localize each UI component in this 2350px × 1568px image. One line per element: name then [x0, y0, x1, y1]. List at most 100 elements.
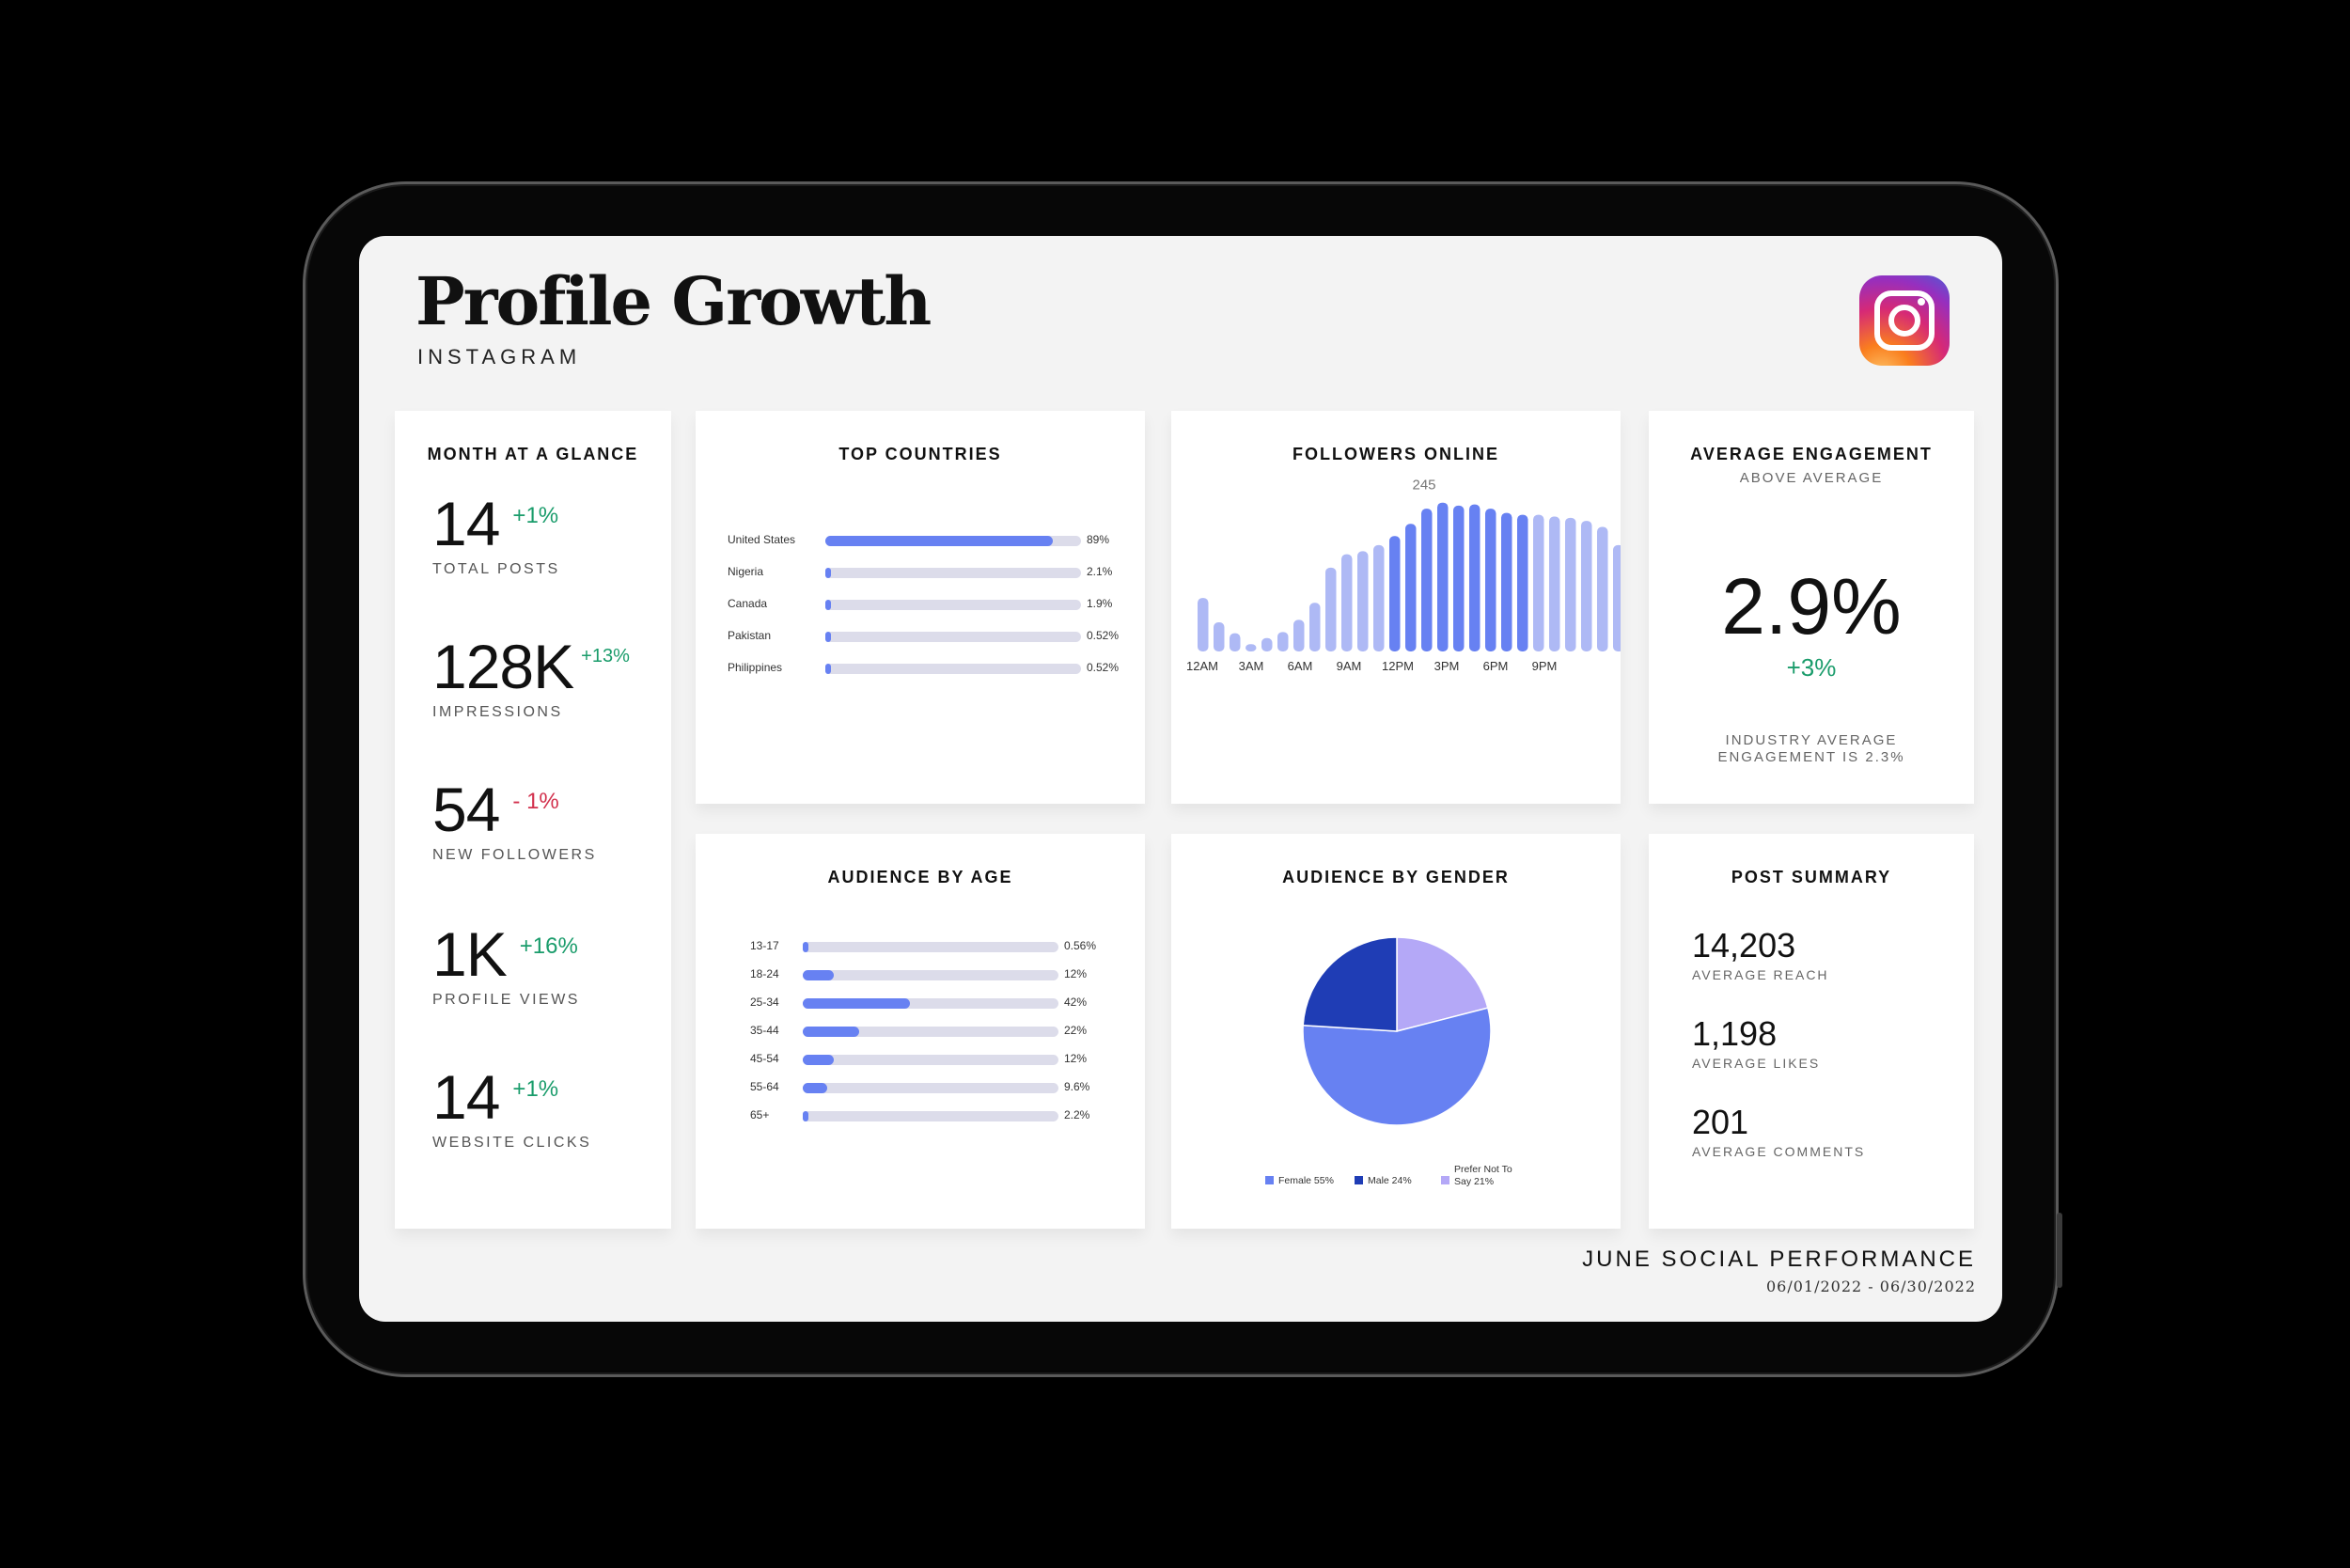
- followers-bar: [1597, 526, 1608, 651]
- legend-swatch: [1355, 1176, 1363, 1184]
- card-subtitle: ABOVE AVERAGE: [1739, 470, 1884, 486]
- bar-track: [803, 998, 1058, 1009]
- bar-percent: 89%: [1087, 533, 1110, 546]
- legend-label: Say 21%: [1454, 1176, 1494, 1187]
- metric-website-clicks: 14 +1% WEBSITE CLICKS: [432, 1061, 591, 1152]
- legend-swatch: [1441, 1176, 1449, 1184]
- dashboard-screen: Profile Growth INSTAGRAM MONTH AT A GLAN…: [359, 236, 2002, 1322]
- followers-bar: [1549, 516, 1560, 651]
- bar-fill: [825, 632, 831, 642]
- bar-percent: 0.52%: [1087, 629, 1120, 642]
- bar-track: [825, 568, 1081, 578]
- followers-bar: [1261, 637, 1273, 651]
- x-tick-label: 3AM: [1239, 659, 1264, 673]
- summary-average-likes: 1,198 AVERAGE LIKES: [1692, 1014, 1820, 1071]
- bar-track: [803, 1083, 1058, 1093]
- pie-slice: [1302, 936, 1398, 1032]
- footer-date-range: 06/01/2022 - 06/30/2022: [1765, 1278, 1976, 1295]
- bar-row: 65+ 2.2%: [696, 1108, 1145, 1123]
- bar-label: 13-17: [750, 939, 779, 952]
- bar-row: United States 89%: [696, 533, 1145, 548]
- followers-bar: [1469, 504, 1480, 651]
- tablet-side-button: [2057, 1213, 2062, 1288]
- metric-value: 14: [432, 1062, 500, 1132]
- metric-total-posts: 14 +1% TOTAL POSTS: [432, 488, 560, 578]
- bar-percent: 42%: [1064, 996, 1088, 1009]
- bar-track: [803, 970, 1058, 980]
- x-tick-label: 12AM: [1186, 659, 1218, 673]
- pie-slice: [1302, 1007, 1492, 1126]
- bar-percent: 1.9%: [1087, 597, 1113, 610]
- bar-label: Canada: [728, 597, 768, 610]
- bar-percent: 12%: [1064, 1052, 1088, 1065]
- followers-bar: [1325, 567, 1337, 651]
- bar-percent: 22%: [1064, 1024, 1088, 1037]
- industry-note-line2: ENGAGEMENT IS 2.3%: [1717, 749, 1905, 765]
- bar-row: 25-34 42%: [696, 996, 1145, 1011]
- bar-track: [803, 1055, 1058, 1065]
- card-audience-by-age: AUDIENCE BY AGE 13-17 0.56% 18-24 12% 25-34 4…: [696, 834, 1145, 1229]
- engagement-value: 2.9%: [1721, 562, 1902, 651]
- bar-label: 65+: [750, 1108, 770, 1121]
- summary-value: 1,198: [1692, 1014, 1778, 1053]
- followers-bar: [1277, 632, 1289, 651]
- metric-label: NEW FOLLOWERS: [432, 847, 597, 863]
- bar-label: 18-24: [750, 967, 779, 980]
- card-followers-online: FOLLOWERS ONLINE 245 12AM 3AM 6AM 9AM 12PM 3PM…: [1171, 411, 1621, 804]
- bar-fill: [825, 664, 831, 674]
- summary-average-comments: 201 AVERAGE COMMENTS: [1692, 1103, 1865, 1159]
- followers-bar: [1230, 633, 1241, 651]
- bar-row: 18-24 12%: [696, 967, 1145, 982]
- bar-row: 55-64 9.6%: [696, 1080, 1145, 1095]
- card-title: FOLLOWERS ONLINE: [1292, 445, 1499, 463]
- metric-change: +16%: [519, 933, 578, 959]
- page-subtitle: INSTAGRAM: [417, 345, 582, 368]
- followers-bar: [1309, 603, 1321, 651]
- bar-fill: [803, 970, 834, 980]
- followers-bar: [1437, 502, 1449, 651]
- bar-fill: [825, 536, 1054, 546]
- followers-bar: [1565, 517, 1576, 651]
- bar-fill: [803, 1111, 808, 1121]
- followers-bar: [1517, 514, 1528, 651]
- bar-track: [803, 942, 1058, 952]
- bar-label: 25-34: [750, 996, 779, 1009]
- x-tick-label: 3PM: [1434, 659, 1460, 673]
- card-title: POST SUMMARY: [1731, 868, 1892, 886]
- metric-change: +13%: [581, 646, 630, 666]
- instagram-logo-dot: [1918, 298, 1925, 306]
- followers-bar: [1389, 536, 1401, 651]
- engagement-change: +3%: [1786, 653, 1837, 682]
- bar-percent: 9.6%: [1064, 1080, 1090, 1093]
- legend-swatch: [1265, 1176, 1274, 1184]
- footer-title: JUNE SOCIAL PERFORMANCE: [1582, 1247, 1976, 1272]
- card-top-countries: TOP COUNTRIES United States 89% Nigeria 2.1…: [696, 411, 1145, 804]
- instagram-logo-icon: [1859, 275, 1950, 366]
- instagram-logo-ring: [1874, 290, 1935, 351]
- bar-row: Nigeria 2.1%: [696, 565, 1145, 580]
- bar-label: United States: [728, 533, 796, 546]
- x-tick-label: 6AM: [1288, 659, 1313, 673]
- summary-value: 14,203: [1692, 926, 1796, 964]
- legend-label: Prefer Not To: [1454, 1164, 1512, 1175]
- bar-label: Philippines: [728, 661, 783, 674]
- bar-fill: [825, 600, 831, 610]
- followers-bar: [1293, 619, 1305, 651]
- x-tick-label: 9AM: [1337, 659, 1362, 673]
- bar-row: 35-44 22%: [696, 1024, 1145, 1039]
- card-audience-by-gender: AUDIENCE BY GENDER Female 55% Male 24% Pre…: [1171, 834, 1621, 1229]
- bar-track: [803, 1027, 1058, 1037]
- summary-label: AVERAGE REACH: [1692, 967, 1829, 982]
- followers-bar: [1373, 544, 1385, 651]
- bar-row: Philippines 0.52%: [696, 661, 1145, 676]
- followers-bar: [1501, 512, 1512, 651]
- bar-percent: 2.2%: [1064, 1108, 1090, 1121]
- bar-row: Pakistan 0.52%: [696, 629, 1145, 644]
- bar-label: Pakistan: [728, 629, 772, 642]
- followers-online-chart: 245 12AM 3AM 6AM 9AM 12PM 3PM 6PM 9PM: [1186, 478, 1621, 673]
- card-post-summary: POST SUMMARY 14,203 AVERAGE REACH 1,198 …: [1649, 834, 1974, 1229]
- instagram-logo-lens: [1888, 305, 1920, 337]
- metric-label: WEBSITE CLICKS: [432, 1135, 592, 1151]
- bar-fill: [803, 998, 911, 1009]
- legend-label: Male 24%: [1368, 1175, 1412, 1186]
